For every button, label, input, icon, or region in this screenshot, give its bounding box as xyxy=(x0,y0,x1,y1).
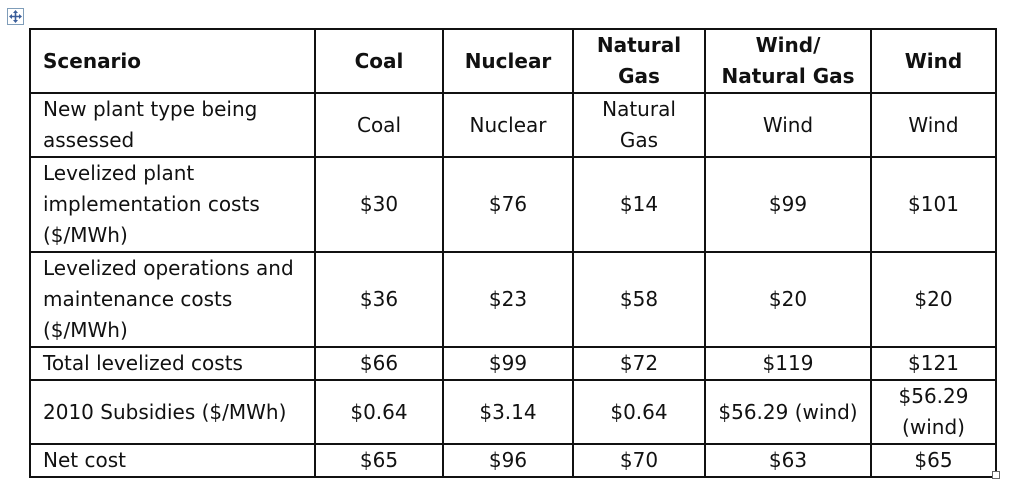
table-cell: $99 xyxy=(442,346,574,381)
table-move-handle-icon[interactable] xyxy=(7,8,24,25)
row-label: Net cost xyxy=(29,443,316,478)
table-cell: $119 xyxy=(704,346,872,381)
table-cell: $65 xyxy=(870,443,997,478)
table-cell: $76 xyxy=(442,156,574,253)
table-cell: $56.29 (wind) xyxy=(704,379,872,445)
header-natural-gas: Natural Gas xyxy=(572,28,706,94)
table-cell: $56.29 (wind) xyxy=(870,379,997,445)
table-cell: $121 xyxy=(870,346,997,381)
table-cell: Nuclear xyxy=(442,92,574,158)
row-label: 2010 Subsidies ($/MWh) xyxy=(29,379,316,445)
table-cell: $66 xyxy=(314,346,444,381)
header-wind: Wind xyxy=(870,28,997,94)
header-scenario: Scenario xyxy=(29,28,316,94)
table-cell: $0.64 xyxy=(314,379,444,445)
table-cell: Wind xyxy=(704,92,872,158)
table-cell: $0.64 xyxy=(572,379,706,445)
table-cell: $20 xyxy=(704,251,872,348)
table-cell: $30 xyxy=(314,156,444,253)
header-nuclear: Nuclear xyxy=(442,28,574,94)
table-row: New plant type being assessed Coal Nucle… xyxy=(29,92,997,158)
table-cell: Natural Gas xyxy=(572,92,706,158)
table-cell: $20 xyxy=(870,251,997,348)
row-label: Levelized plant implementation costs ($/… xyxy=(29,156,316,253)
table-cell: $99 xyxy=(704,156,872,253)
row-label: Levelized operations and maintenance cos… xyxy=(29,251,316,348)
table-cell: $70 xyxy=(572,443,706,478)
table-cell: $72 xyxy=(572,346,706,381)
table-cell: $96 xyxy=(442,443,574,478)
table-cell: $14 xyxy=(572,156,706,253)
cost-comparison-table: Scenario Coal Nuclear Natural Gas Wind/ … xyxy=(29,28,997,478)
table-cell: Wind xyxy=(870,92,997,158)
row-label: Total levelized costs xyxy=(29,346,316,381)
table-cell: $3.14 xyxy=(442,379,574,445)
table-row: 2010 Subsidies ($/MWh) $0.64 $3.14 $0.64… xyxy=(29,379,997,445)
table-cell: $36 xyxy=(314,251,444,348)
table-row: Net cost $65 $96 $70 $63 $65 xyxy=(29,443,997,478)
table-cell: $63 xyxy=(704,443,872,478)
table-cell: Coal xyxy=(314,92,444,158)
table-cell: $101 xyxy=(870,156,997,253)
table-row: Levelized plant implementation costs ($/… xyxy=(29,156,997,253)
header-wind-natural-gas: Wind/ Natural Gas xyxy=(704,28,872,94)
row-label: New plant type being assessed xyxy=(29,92,316,158)
table-cell: $58 xyxy=(572,251,706,348)
table-header-row: Scenario Coal Nuclear Natural Gas Wind/ … xyxy=(29,28,997,94)
table-row: Total levelized costs $66 $99 $72 $119 $… xyxy=(29,346,997,381)
table-cell: $65 xyxy=(314,443,444,478)
header-coal: Coal xyxy=(314,28,444,94)
table-row: Levelized operations and maintenance cos… xyxy=(29,251,997,348)
move-arrows-icon xyxy=(9,10,22,23)
table-resize-handle-icon[interactable] xyxy=(992,471,1000,479)
table-cell: $23 xyxy=(442,251,574,348)
